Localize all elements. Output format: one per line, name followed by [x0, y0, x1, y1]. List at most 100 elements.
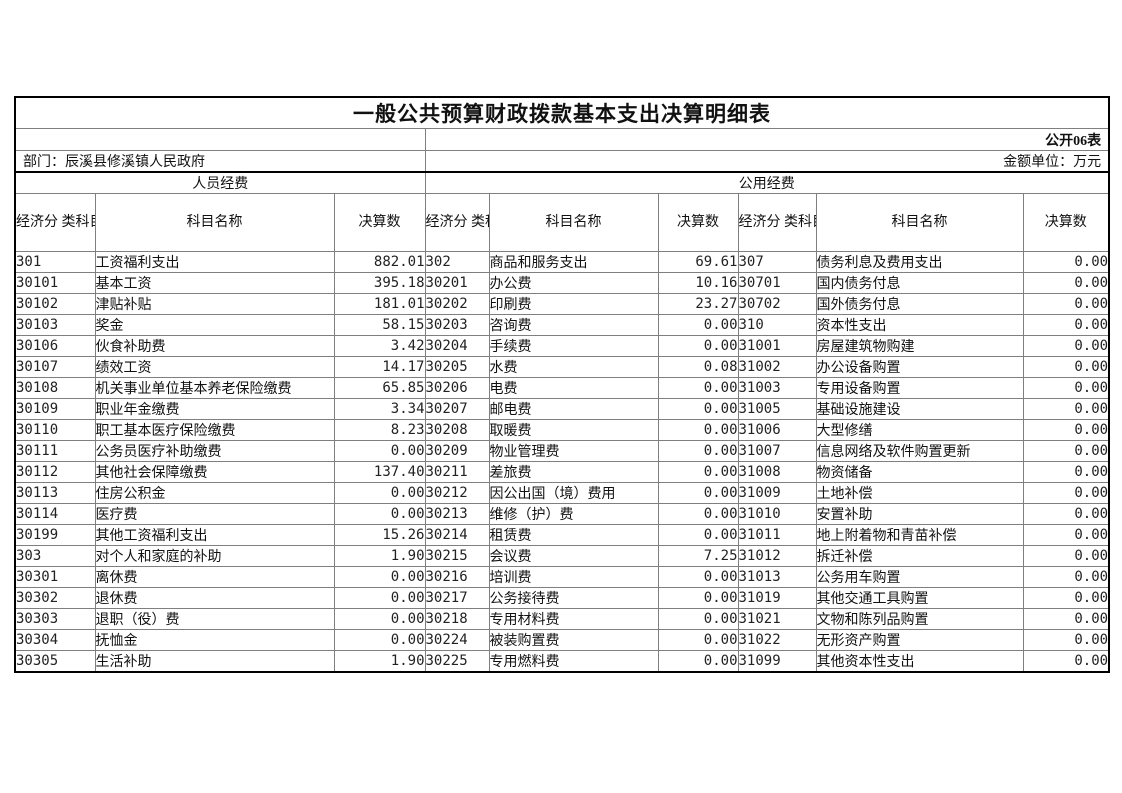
g1-code-cell: 30301 — [14, 566, 96, 588]
g2-code-cell: 30207 — [424, 398, 490, 420]
g1-name-cell: 奖金 — [94, 314, 335, 336]
g1-code-cell: 30111 — [14, 440, 96, 462]
table-row: 30303 退职（役）费 0.00 30218 专用材料费 0.00 31021… — [14, 608, 1110, 630]
g3-name-cell: 国外债务付息 — [815, 293, 1024, 315]
g2-code-cell: 30202 — [424, 293, 490, 315]
form-label-row: 公开06表 — [14, 128, 1110, 151]
g1-code-cell: 30305 — [14, 650, 96, 673]
g2-code-cell: 30205 — [424, 356, 490, 378]
g1-code-cell: 30199 — [14, 524, 96, 546]
g2-code-cell: 30212 — [424, 482, 490, 504]
column-header-row: 经济分 类科目 编码 科目名称 决算数 经济分 类科目 编码 科目名称 决算数 … — [14, 193, 1110, 252]
g1-value-cell: 0.00 — [333, 587, 426, 609]
table-row: 30103 奖金 58.15 30203 咨询费 0.00 310 资本性支出 … — [14, 314, 1110, 336]
g3-name-cell: 专用设备购置 — [815, 377, 1024, 399]
g2-code-cell: 30216 — [424, 566, 490, 588]
g3-code-cell: 31006 — [737, 419, 817, 441]
g1-name-cell: 机关事业单位基本养老保险缴费 — [94, 377, 335, 399]
g1-value-cell: 0.00 — [333, 566, 426, 588]
g2-code-cell: 30201 — [424, 272, 490, 294]
form-number-label: 公开06表 — [424, 128, 1110, 151]
table-row: 30199 其他工资福利支出 15.26 30214 租赁费 0.00 3101… — [14, 524, 1110, 546]
table-row: 30114 医疗费 0.00 30213 维修（护）费 0.00 31010 安… — [14, 503, 1110, 525]
section-row: 人员经费 公用经费 — [14, 171, 1110, 194]
g3-value-cell: 0.00 — [1022, 524, 1110, 546]
g3-value-cell: 0.00 — [1022, 566, 1110, 588]
g2-value-cell: 0.00 — [657, 629, 739, 651]
g1-name-cell: 其他工资福利支出 — [94, 524, 335, 546]
table-row: 30108 机关事业单位基本养老保险缴费 65.85 30206 电费 0.00… — [14, 377, 1110, 399]
g3-value-cell: 0.00 — [1022, 251, 1110, 273]
budget-detail-table: 一般公共预算财政拨款基本支出决算明细表 公开06表 部门：辰溪县修溪镇人民政府 … — [14, 96, 1111, 673]
table-row: 30109 职业年金缴费 3.34 30207 邮电费 0.00 31005 基… — [14, 398, 1110, 420]
g1-name-cell: 伙食补助费 — [94, 335, 335, 357]
g1-value-cell: 15.26 — [333, 524, 426, 546]
g2-name-cell: 电费 — [488, 377, 659, 399]
g1-value-cell: 1.90 — [333, 545, 426, 567]
g3-value-cell: 0.00 — [1022, 629, 1110, 651]
g2-value-cell: 0.00 — [657, 608, 739, 630]
g3-value-cell: 0.00 — [1022, 398, 1110, 420]
g3-value-cell: 0.00 — [1022, 461, 1110, 483]
g1-code-cell: 30101 — [14, 272, 96, 294]
g2-value-cell: 0.00 — [657, 461, 739, 483]
g2-name-cell: 商品和服务支出 — [488, 251, 659, 273]
g3-value-cell: 0.00 — [1022, 335, 1110, 357]
g2-value-cell: 0.00 — [657, 587, 739, 609]
g1-value-cell: 181.01 — [333, 293, 426, 315]
g1-value-cell: 0.00 — [333, 440, 426, 462]
g3-code-cell: 310 — [737, 314, 817, 336]
table-body: 301 工资福利支出 882.01 302 商品和服务支出 69.61 307 … — [14, 251, 1110, 673]
g2-name-cell: 办公费 — [488, 272, 659, 294]
g2-code-cell: 30206 — [424, 377, 490, 399]
g1-name-cell: 抚恤金 — [94, 629, 335, 651]
g3-code-cell: 31002 — [737, 356, 817, 378]
g3-value-cell: 0.00 — [1022, 503, 1110, 525]
col-header-name-1: 科目名称 — [94, 193, 335, 252]
g1-name-cell: 医疗费 — [94, 503, 335, 525]
g2-name-cell: 咨询费 — [488, 314, 659, 336]
page-title: 一般公共预算财政拨款基本支出决算明细表 — [14, 96, 1110, 129]
g2-code-cell: 30213 — [424, 503, 490, 525]
g3-code-cell: 31019 — [737, 587, 817, 609]
g3-code-cell: 31022 — [737, 629, 817, 651]
g1-name-cell: 其他社会保障缴费 — [94, 461, 335, 483]
g2-code-cell: 30214 — [424, 524, 490, 546]
g3-value-cell: 0.00 — [1022, 293, 1110, 315]
g2-value-cell: 0.00 — [657, 314, 739, 336]
table-header: 一般公共预算财政拨款基本支出决算明细表 公开06表 部门：辰溪县修溪镇人民政府 … — [14, 96, 1110, 252]
g3-name-cell: 资本性支出 — [815, 314, 1024, 336]
g3-code-cell: 31012 — [737, 545, 817, 567]
g3-code-cell: 31007 — [737, 440, 817, 462]
g2-value-cell: 0.00 — [657, 398, 739, 420]
g1-name-cell: 工资福利支出 — [94, 251, 335, 273]
table-row: 30107 绩效工资 14.17 30205 水费 0.08 31002 办公设… — [14, 356, 1110, 378]
g2-code-cell: 30204 — [424, 335, 490, 357]
g1-name-cell: 生活补助 — [94, 650, 335, 673]
g3-name-cell: 国内债务付息 — [815, 272, 1024, 294]
table-row: 30106 伙食补助费 3.42 30204 手续费 0.00 31001 房屋… — [14, 335, 1110, 357]
g3-value-cell: 0.00 — [1022, 608, 1110, 630]
g1-code-cell: 30102 — [14, 293, 96, 315]
g1-code-cell: 30108 — [14, 377, 96, 399]
g3-name-cell: 房屋建筑物购建 — [815, 335, 1024, 357]
g3-code-cell: 31010 — [737, 503, 817, 525]
g1-code-cell: 30103 — [14, 314, 96, 336]
g3-name-cell: 大型修缮 — [815, 419, 1024, 441]
g1-value-cell: 882.01 — [333, 251, 426, 273]
g1-value-cell: 0.00 — [333, 629, 426, 651]
g3-name-cell: 无形资产购置 — [815, 629, 1024, 651]
table-row: 30112 其他社会保障缴费 137.40 30211 差旅费 0.00 310… — [14, 461, 1110, 483]
g2-code-cell: 302 — [424, 251, 490, 273]
g1-value-cell: 3.42 — [333, 335, 426, 357]
table-row: 303 对个人和家庭的补助 1.90 30215 会议费 7.25 31012 … — [14, 545, 1110, 567]
g2-name-cell: 培训费 — [488, 566, 659, 588]
g1-code-cell: 301 — [14, 251, 96, 273]
g3-value-cell: 0.00 — [1022, 356, 1110, 378]
table-row: 30111 公务员医疗补助缴费 0.00 30209 物业管理费 0.00 31… — [14, 440, 1110, 462]
table-row: 30113 住房公积金 0.00 30212 因公出国（境）费用 0.00 31… — [14, 482, 1110, 504]
g2-name-cell: 手续费 — [488, 335, 659, 357]
g3-name-cell: 其他交通工具购置 — [815, 587, 1024, 609]
g2-code-cell: 30215 — [424, 545, 490, 567]
